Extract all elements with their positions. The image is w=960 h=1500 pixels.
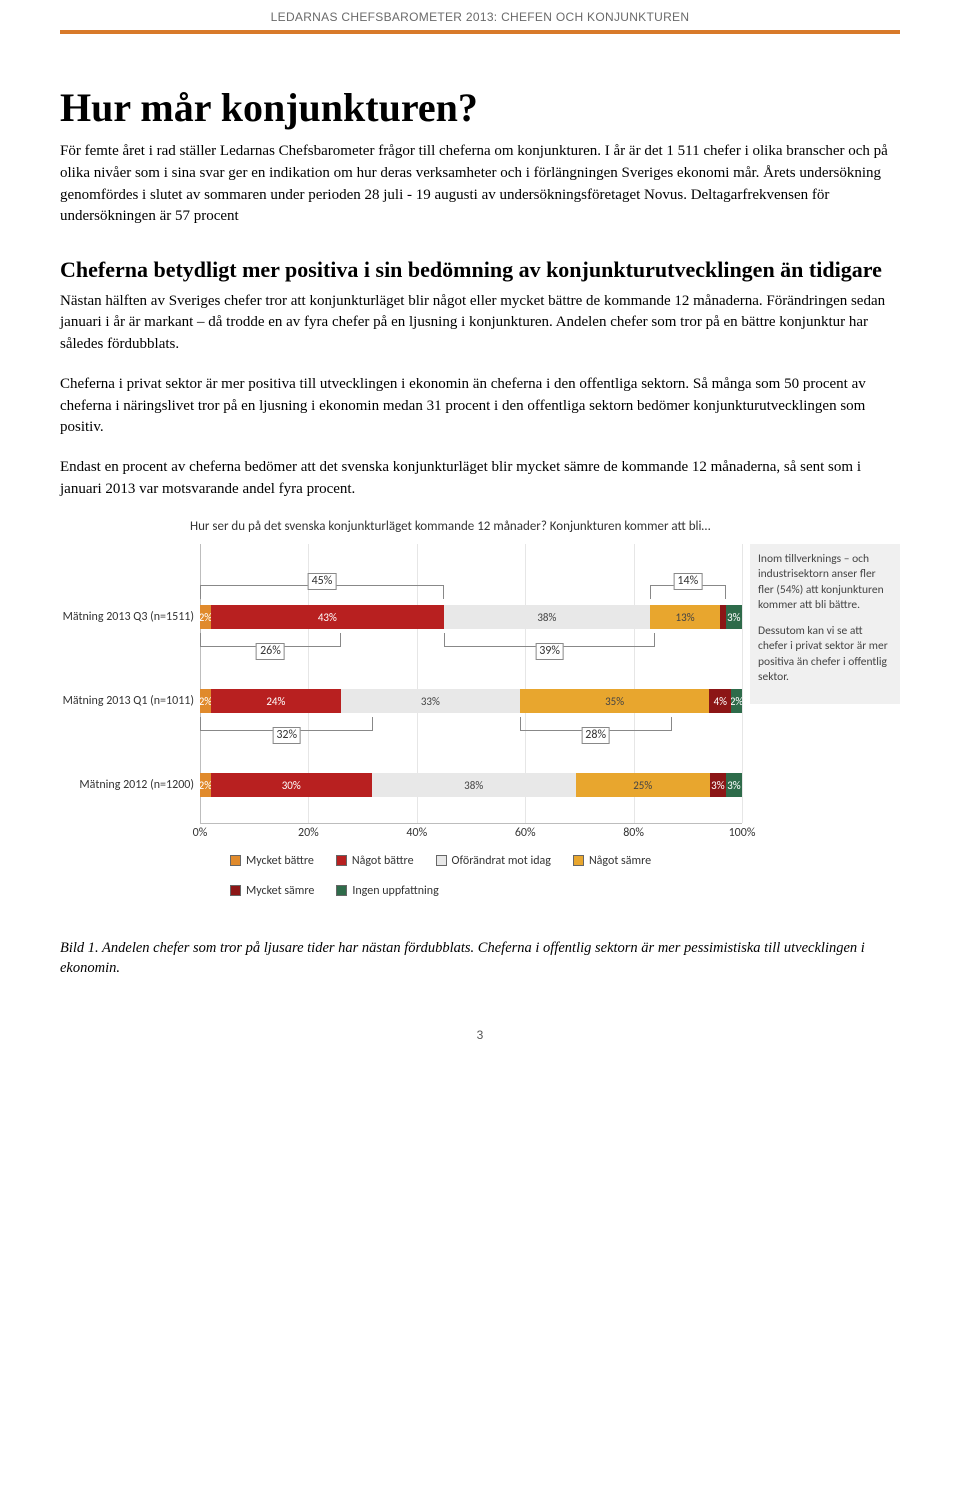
body-paragraph-3: Endast en procent av cheferna bedömer at… bbox=[60, 457, 900, 501]
bar-segment: 38% bbox=[444, 605, 650, 629]
legend-swatch bbox=[436, 855, 447, 866]
chart-y-axis: Mätning 2013 Q3 (n=1511) Mätning 2013 Q1 … bbox=[60, 544, 200, 898]
legend-label: Ingen uppfattning bbox=[352, 884, 438, 898]
chart-note-1: Inom tillverknings – och industrisektorn… bbox=[758, 552, 892, 614]
y-axis-label: Mätning 2012 (n=1200) bbox=[79, 778, 194, 792]
bar-segment: 4% bbox=[709, 689, 731, 713]
legend-item: Mycket sämre bbox=[230, 884, 314, 898]
chart-plot-area: 2%43%38%13%3%45%14%26%39%2%24%33%35%4%2%… bbox=[200, 544, 742, 824]
legend-swatch bbox=[230, 855, 241, 866]
bar-segment: 2% bbox=[200, 773, 211, 797]
bar-segment: 24% bbox=[211, 689, 341, 713]
bar-segment: 35% bbox=[520, 689, 710, 713]
legend-label: Oförändrat mot idag bbox=[452, 854, 551, 868]
stacked-bar: 2%24%33%35%4%2% bbox=[200, 689, 742, 713]
legend-swatch bbox=[573, 855, 584, 866]
bar-segment: 3% bbox=[710, 773, 726, 797]
stacked-bar: 2%43%38%13%3% bbox=[200, 605, 742, 629]
callout-label: 39% bbox=[535, 643, 564, 659]
header-rule bbox=[60, 30, 900, 34]
y-axis-label: Mätning 2013 Q1 (n=1011) bbox=[63, 694, 194, 708]
legend-swatch bbox=[230, 885, 241, 896]
bar-segment: 2% bbox=[731, 689, 742, 713]
legend-swatch bbox=[336, 885, 347, 896]
legend-item: Något bättre bbox=[336, 854, 414, 868]
callout-label: 28% bbox=[581, 727, 610, 743]
figure-caption: Bild 1. Andelen chefer som tror på ljusa… bbox=[60, 938, 900, 979]
chart-legend: Mycket bättre Något bättre Oförändrat mot … bbox=[200, 854, 742, 898]
legend-label: Mycket bättre bbox=[246, 854, 314, 868]
chart-title: Hur ser du på det svenska konjunkturläge… bbox=[60, 519, 900, 534]
callout-label: 14% bbox=[673, 573, 702, 589]
bar-segment: 43% bbox=[211, 605, 444, 629]
callout-label: 26% bbox=[256, 643, 285, 659]
intro-paragraph: För femte året i rad ställer Ledarnas Ch… bbox=[60, 141, 900, 228]
bar-segment: 33% bbox=[341, 689, 520, 713]
legend-swatch bbox=[336, 855, 347, 866]
body-paragraph-1: Nästan hälften av Sveriges chefer tror a… bbox=[60, 291, 900, 356]
x-tick: 60% bbox=[515, 826, 536, 840]
x-tick: 0% bbox=[193, 826, 208, 840]
callout-label: 32% bbox=[272, 727, 301, 743]
body-paragraph-2: Cheferna i privat sektor är mer positiva… bbox=[60, 374, 900, 439]
legend-label: Något bättre bbox=[352, 854, 414, 868]
x-tick: 20% bbox=[298, 826, 319, 840]
bar-segment: 13% bbox=[650, 605, 720, 629]
chart-note-box: Inom tillverknings – och industrisektorn… bbox=[750, 544, 900, 704]
chart-note-2: Dessutom kan vi se att chefer i privat s… bbox=[758, 624, 892, 686]
bar-segment: 2% bbox=[200, 605, 211, 629]
y-axis-label: Mätning 2013 Q3 (n=1511) bbox=[63, 610, 194, 624]
page-header: LEDARNAS CHEFSBAROMETER 2013: CHEFEN OCH… bbox=[60, 0, 900, 30]
legend-item: Oförändrat mot idag bbox=[436, 854, 551, 868]
legend-label: Något sämre bbox=[589, 854, 651, 868]
page-number: 3 bbox=[60, 1028, 900, 1042]
bar-segment: 30% bbox=[211, 773, 372, 797]
chart-container: Hur ser du på det svenska konjunkturläge… bbox=[60, 519, 900, 898]
page-title: Hur mår konjunkturen? bbox=[60, 84, 900, 131]
x-tick: 40% bbox=[406, 826, 427, 840]
stacked-bar: 2%30%38%25%3%3% bbox=[200, 773, 742, 797]
legend-label: Mycket sämre bbox=[246, 884, 314, 898]
x-tick: 80% bbox=[623, 826, 644, 840]
x-tick: 100% bbox=[729, 826, 756, 840]
bar-segment: 3% bbox=[726, 773, 742, 797]
bar-segment: 38% bbox=[372, 773, 576, 797]
legend-item: Ingen uppfattning bbox=[336, 884, 438, 898]
legend-item: Mycket bättre bbox=[230, 854, 314, 868]
section-subhead: Cheferna betydligt mer positiva i sin be… bbox=[60, 256, 900, 285]
bar-segment: 2% bbox=[200, 689, 211, 713]
chart-x-axis: 0%20%40%60%80%100% bbox=[200, 824, 742, 846]
bar-segment: 25% bbox=[576, 773, 710, 797]
legend-item: Något sämre bbox=[573, 854, 651, 868]
bar-segment: 3% bbox=[726, 605, 742, 629]
callout-label: 45% bbox=[308, 573, 337, 589]
